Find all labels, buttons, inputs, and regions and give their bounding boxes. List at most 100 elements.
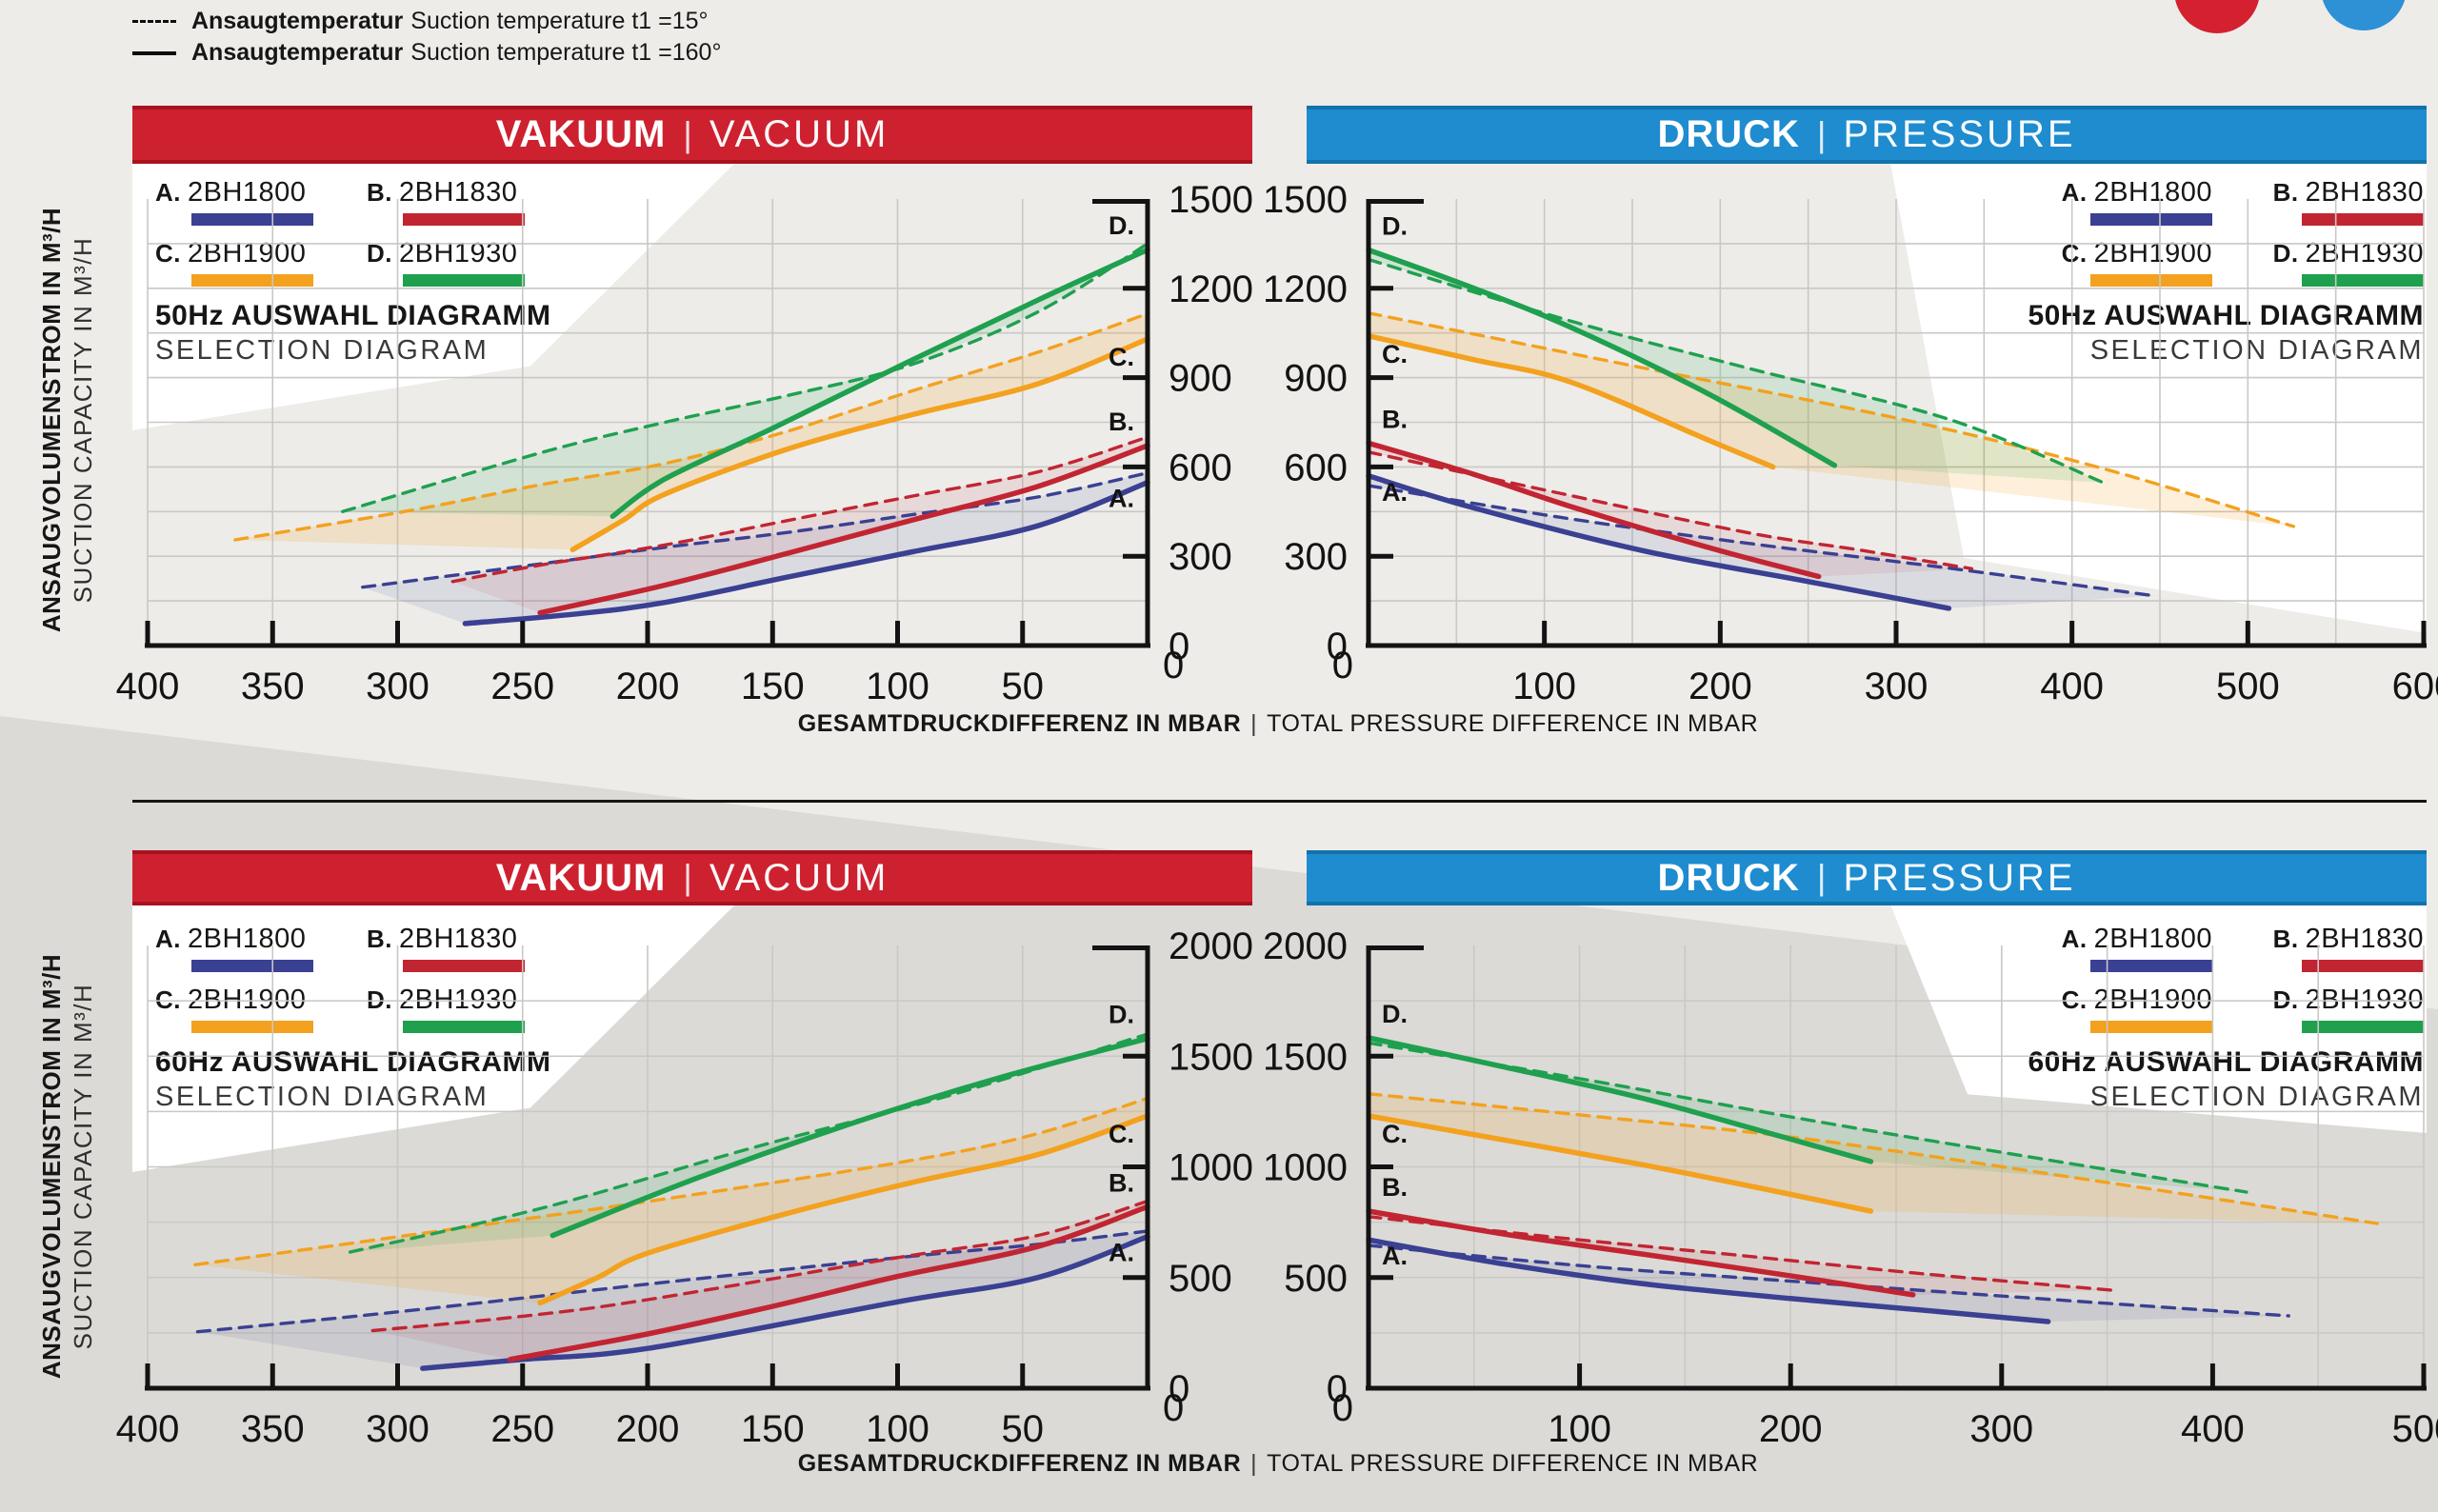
temp-dashed-bold: Ansaugtemperatur [191, 8, 404, 34]
svg-text:600: 600 [2392, 666, 2438, 707]
caption-separator: | [1250, 1450, 1258, 1477]
legend-item-model-b: B. 2BH1830 [367, 924, 553, 972]
red-circle-badge [2174, 0, 2260, 33]
model-color-swatch [2302, 274, 2424, 287]
legend-item-model-b: B. 2BH1830 [2237, 177, 2424, 226]
model-label: 2BH1930 [2305, 985, 2424, 1015]
model-key: A. [2061, 925, 2088, 953]
model-label: 2BH1900 [2093, 238, 2212, 269]
pressure-header-en: PRESSURE [1843, 856, 2076, 899]
svg-text:1200: 1200 [1169, 269, 1253, 310]
legend-item-model-d: D. 2BH1930 [2237, 238, 2424, 287]
x-axis-caption-en: TOTAL PRESSURE DIFFERENCE IN MBAR [1267, 710, 1759, 737]
svg-text:1500: 1500 [1263, 179, 1348, 221]
pressure-header-en: PRESSURE [1843, 113, 2076, 155]
model-label: 2BH1900 [188, 985, 307, 1015]
temp-solid-bold: Ansaugtemperatur [191, 39, 404, 66]
x-axis-caption-60hz: GESAMTDRUCKDIFFERENZ IN MBAR | TOTAL PRESS… [132, 1450, 2424, 1478]
vacuum-header-de: VAKUUM [495, 856, 667, 899]
y-axis-caption-de: ANSAUGVOLUMENSTROM IN M³/H [37, 207, 66, 633]
svg-text:300: 300 [1284, 536, 1348, 578]
model-key: C. [2061, 239, 2088, 268]
temperature-legend-solid-row: Ansaugtemperatur Suction temperature t1 =… [132, 37, 721, 69]
svg-text:0: 0 [1327, 626, 1348, 667]
svg-text:B.: B. [1382, 405, 1408, 433]
svg-text:500: 500 [2216, 666, 2280, 707]
model-color-swatch [191, 960, 313, 972]
model-label: 2BH1800 [188, 177, 307, 208]
svg-text:900: 900 [1284, 358, 1348, 400]
model-key: B. [2272, 178, 2299, 207]
svg-text:350: 350 [241, 666, 305, 707]
svg-text:A.: A. [1382, 478, 1408, 507]
svg-text:400: 400 [2040, 666, 2104, 707]
y-axis-caption-en: SUCTION CAPACITY IN M³/H [69, 236, 97, 604]
pressure-header-50hz: DRUCK | PRESSURE [1307, 106, 2427, 164]
model-label: 2BH1830 [399, 924, 518, 954]
model-label: 2BH1930 [2305, 238, 2424, 269]
diagram-subtitle: SELECTION DIAGRAM [2089, 1082, 2424, 1112]
model-color-swatch [2302, 213, 2424, 226]
legend-item-model-a: A. 2BH1800 [2026, 177, 2212, 226]
dashed-line-sample-icon [132, 20, 176, 23]
y-axis-caption-de: ANSAUGVOLUMENSTROM IN M³/H [37, 953, 66, 1380]
svg-text:D.: D. [1382, 211, 1408, 240]
diagram-title: 60Hz AUSWAHL DIAGRAMM [155, 1046, 551, 1078]
diagram-subtitle: SELECTION DIAGRAM [155, 1082, 490, 1112]
diagram-title: 50Hz AUSWAHL DIAGRAMM [155, 300, 551, 331]
legend-item-model-c: C. 2BH1900 [2026, 238, 2212, 287]
x-axis-caption-de: GESAMTDRUCKDIFFERENZ IN MBAR [797, 710, 1242, 737]
temp-solid-rest: Suction temperature t1 =160° [410, 39, 722, 66]
blue-circle-badge [2321, 0, 2407, 30]
svg-text:200: 200 [616, 666, 680, 707]
model-legend-60hz-vacuum: A. 2BH1800 B. 2BH1830 C. 2BH1900 D. 2BH1930 … [155, 924, 689, 1113]
y-axis-caption-en: SUCTION CAPACITY IN M³/H [69, 983, 97, 1350]
model-legend-50hz-pressure: A. 2BH1800 B. 2BH1830 C. 2BH1900 D. 2BH1930 … [1890, 177, 2424, 367]
svg-text:600: 600 [1284, 447, 1348, 488]
model-key: C. [155, 985, 181, 1014]
diagram-title: 60Hz AUSWAHL DIAGRAMM [2028, 1046, 2424, 1078]
svg-text:B.: B. [1109, 408, 1134, 436]
legend-item-model-c: C. 2BH1900 [155, 985, 342, 1033]
vacuum-header-50hz: VAKUUM | VACUUM [132, 106, 1252, 164]
model-label: 2BH1800 [2093, 177, 2212, 208]
svg-text:A.: A. [1109, 485, 1134, 513]
section-divider-line [132, 800, 2427, 803]
pressure-header-de: DRUCK [1657, 856, 1800, 899]
diagram-subtitle: SELECTION DIAGRAM [2089, 335, 2424, 366]
svg-text:1500: 1500 [1169, 179, 1253, 221]
svg-text:0: 0 [1163, 645, 1184, 686]
x-axis-caption-50hz: GESAMTDRUCKDIFFERENZ IN MBAR | TOTAL PRESS… [132, 710, 2424, 738]
model-color-swatch [2302, 960, 2424, 972]
header-separator: | [1816, 858, 1827, 897]
svg-text:100: 100 [1512, 666, 1576, 707]
model-label: 2BH1830 [2305, 177, 2424, 208]
svg-text:250: 250 [490, 666, 554, 707]
vacuum-header-en: VACUUM [709, 856, 889, 899]
model-color-swatch [403, 1021, 525, 1033]
model-color-swatch [191, 274, 313, 287]
legend-item-model-b: B. 2BH1830 [2237, 924, 2424, 972]
diagram-subtitle: SELECTION DIAGRAM [155, 335, 490, 366]
svg-text:C.: C. [1382, 340, 1408, 368]
vacuum-header-en: VACUUM [709, 113, 889, 155]
svg-text:400: 400 [116, 666, 180, 707]
caption-separator: | [1250, 710, 1258, 737]
model-key: D. [367, 985, 392, 1014]
model-color-swatch [191, 1021, 313, 1033]
model-key: A. [2061, 178, 2088, 207]
svg-text:1200: 1200 [1263, 269, 1348, 310]
model-color-swatch [2090, 1021, 2212, 1033]
model-key: B. [2272, 925, 2299, 953]
svg-text:0: 0 [1332, 645, 1353, 686]
model-key: D. [367, 239, 392, 268]
model-label: 2BH1930 [399, 985, 518, 1015]
model-key: C. [2061, 985, 2088, 1014]
model-key: A. [155, 925, 181, 953]
x-axis-caption-de: GESAMTDRUCKDIFFERENZ IN MBAR [797, 1450, 1242, 1477]
model-label: 2BH1830 [399, 177, 518, 208]
legend-item-model-c: C. 2BH1900 [2026, 985, 2212, 1033]
model-key: A. [155, 178, 181, 207]
temp-dashed-rest: Suction temperature t1 =15° [410, 8, 709, 34]
